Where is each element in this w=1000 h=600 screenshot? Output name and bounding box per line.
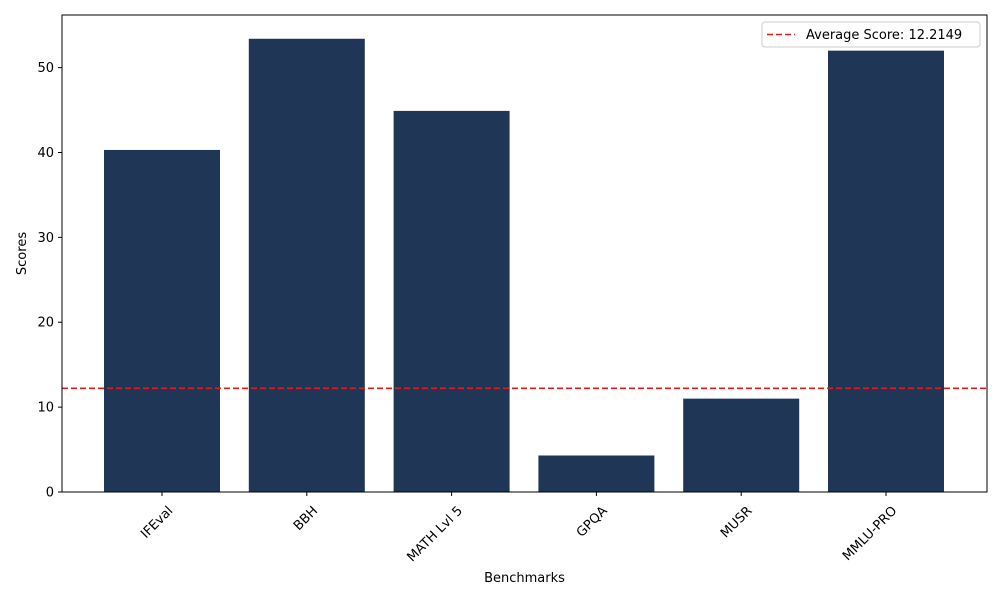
x-tick-label: BBH (291, 504, 321, 534)
x-tick-label: IFEval (138, 504, 176, 542)
legend: Average Score: 12.2149 (761, 21, 981, 48)
plot-frame (61, 14, 988, 493)
bar-mmlu-pro (828, 50, 944, 493)
y-tick-label: 0 (46, 486, 54, 501)
x-tick-label: GPQA (574, 504, 611, 541)
legend-label-average: Average Score: 12.2149 (806, 28, 962, 43)
y-axis-ticks: 0 10 20 30 40 50 (37, 61, 62, 501)
x-tick-label: MATH Lvl 5 (404, 504, 465, 565)
x-axis-label: Benchmarks (484, 571, 565, 586)
bar-gpqa (538, 455, 655, 492)
y-tick-label: 10 (37, 401, 54, 416)
bar-musr (683, 398, 800, 492)
y-tick-label: 30 (37, 231, 54, 246)
bar-math-lvl-5 (393, 110, 510, 493)
bars-group (104, 38, 944, 493)
y-tick-label: 20 (37, 316, 54, 331)
y-tick-label: 50 (37, 61, 54, 76)
bar-bbh (248, 38, 365, 492)
x-tick-label: MMLU-PRO (840, 504, 900, 564)
y-axis-label: Scores (15, 232, 30, 275)
bar-ifeval (104, 149, 220, 492)
y-tick-label: 40 (37, 146, 54, 161)
x-axis-ticks: IFEval BBH MATH Lvl 5 GPQA MUSR MMLU-PRO (138, 492, 900, 565)
legend-box (761, 21, 981, 48)
x-tick-label: MUSR (718, 504, 755, 541)
